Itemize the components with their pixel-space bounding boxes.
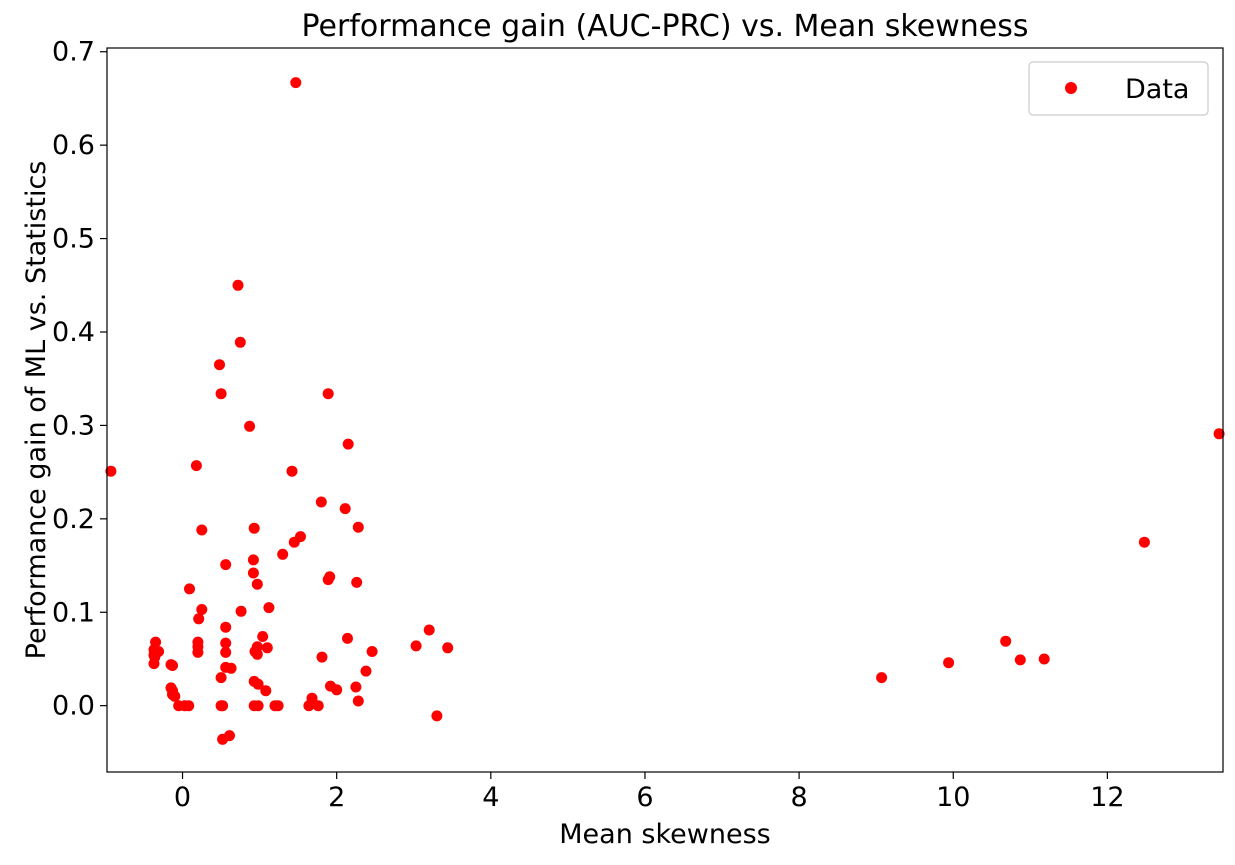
legend-marker [1065,82,1077,94]
data-point [360,665,372,677]
data-point [331,684,343,696]
data-point [232,279,244,291]
data-point [286,465,298,477]
data-point [272,700,284,712]
data-point [350,681,362,693]
data-point [322,388,334,400]
data-point [183,700,195,712]
data-point [1000,635,1012,647]
y-tick-label: 0.3 [52,410,95,441]
data-point [1038,653,1050,665]
chart-title: Performance gain (AUC-PRC) vs. Mean skew… [302,9,1029,44]
y-tick-label: 0.7 [52,37,95,68]
data-point [235,605,247,617]
data-point [196,604,208,615]
x-tick-label: 2 [328,782,345,813]
data-point [324,571,336,583]
data-point [263,602,275,614]
y-axis-label: Performance gain of ML vs. Statistics [21,161,52,660]
x-axis-ticks: 0 2 4 6 8 10 12 [174,772,1125,813]
legend-box [1028,61,1209,116]
y-tick-label: 0.1 [52,597,95,628]
data-point [1138,536,1150,548]
y-tick-label: 0.6 [52,130,95,161]
x-tick-label: 4 [482,782,499,813]
data-point [192,646,204,658]
data-point [295,531,306,543]
data-point [351,576,363,588]
data-points [105,77,1225,745]
legend-label: Data [1125,74,1189,105]
data-point [169,690,181,702]
data-point [252,700,264,712]
legend: Data [1028,61,1209,116]
x-tick-label: 10 [936,782,970,813]
data-point [184,583,195,595]
data-point [342,438,354,450]
data-point [943,657,955,669]
data-point [423,624,435,636]
data-point [352,695,364,707]
data-point [339,503,351,515]
data-point [190,460,202,472]
data-point [1213,428,1225,440]
data-point [153,646,165,657]
y-tick-label: 0.0 [52,691,95,722]
y-tick-label: 0.5 [52,224,95,255]
data-point [167,660,178,671]
data-point [257,631,269,642]
x-axis-label: Mean skewness [559,819,770,850]
data-point [306,692,318,704]
data-point [215,388,227,400]
x-tick-label: 8 [791,782,808,813]
data-point [220,621,232,633]
x-tick-label: 6 [636,782,653,813]
data-point [234,336,246,348]
data-point [196,524,208,536]
data-point [251,648,263,660]
data-point [290,77,302,89]
data-point [220,646,232,658]
data-point [244,420,256,432]
data-point [105,465,117,477]
data-point [252,678,264,690]
x-tick-label: 12 [1090,782,1124,813]
y-axis-ticks: 0.0 0.1 0.2 0.3 0.4 0.5 0.6 0.7 [52,37,107,722]
data-point [251,578,263,590]
data-point [352,521,364,533]
x-tick-label: 0 [174,782,191,813]
plot-frame [106,47,1224,773]
data-point [220,637,232,649]
data-point [215,672,227,684]
data-point [214,359,225,371]
data-point [193,613,205,625]
data-point [342,632,353,644]
data-point [366,646,378,657]
data-point [312,700,324,712]
data-point [316,651,328,663]
data-point [148,658,160,670]
data-point [277,548,289,560]
data-point [217,700,229,712]
data-point [261,642,273,654]
data-point [431,710,443,722]
y-tick-label: 0.4 [52,317,95,348]
data-point [225,662,237,674]
data-point [247,567,259,579]
data-point [247,554,259,566]
data-point [224,730,235,742]
data-point [220,559,232,571]
data-point [260,685,272,697]
data-point [410,640,422,652]
data-point [442,642,454,654]
data-point [876,672,888,684]
data-point [315,496,327,508]
data-point [1014,654,1026,666]
data-point [248,522,260,534]
y-tick-label: 0.2 [52,504,95,535]
